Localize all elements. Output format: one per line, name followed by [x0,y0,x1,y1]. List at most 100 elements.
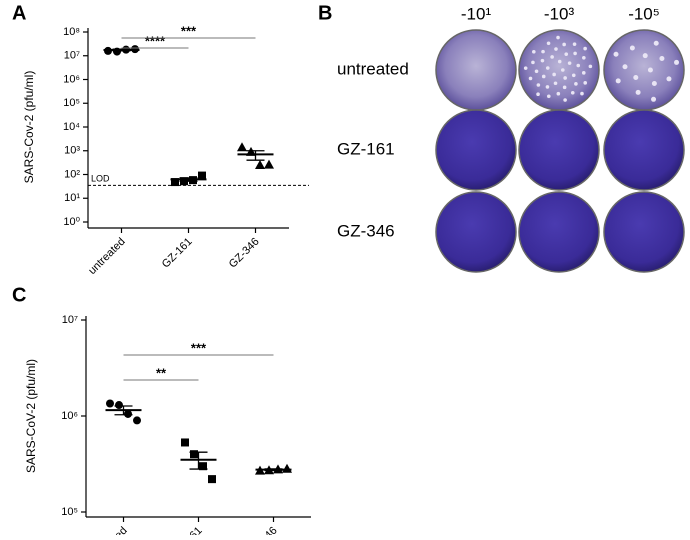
plaque [651,80,657,86]
plate [603,109,685,191]
plaque [557,59,562,64]
plaque [550,55,554,59]
plaque [553,81,558,86]
plate [518,109,600,191]
y-tick-label: 10² [64,168,80,180]
y-tick-label: 10¹ [64,192,80,204]
y-tick-label: 10⁴ [63,121,80,133]
data-point [282,463,292,473]
plaque [570,90,575,95]
plaque [574,82,578,86]
y-tick-label: 10⁸ [63,26,80,38]
plaque [633,75,639,81]
data-point [124,409,132,418]
plaque [615,78,621,84]
y-tick-label: 10⁰ [63,216,80,228]
data-point [198,171,206,180]
plaque [528,76,533,81]
reference-label: LOD [91,174,110,184]
plate [603,29,685,111]
plaque [571,73,576,78]
plaque [666,76,672,82]
plaque [545,66,550,70]
error-bar [189,451,208,470]
plaque [546,94,551,99]
plate [518,29,600,111]
plaque [622,64,628,70]
row-label: GZ-161 [337,139,395,158]
significance-label: ** [156,365,167,380]
data-point [237,142,247,152]
y-tick-label: 10⁵ [61,506,78,518]
plaque [554,47,558,51]
error-bar [179,177,198,182]
plaque [567,61,572,65]
column-label: -10¹ [461,4,492,23]
plaque [532,49,536,54]
plaque [582,55,586,60]
plaque [573,51,577,56]
data-point [264,159,274,169]
plate [603,191,685,273]
plaque [572,42,577,46]
y-axis-label: SARS-CoV-2 (pfu/ml) [24,359,38,473]
plaque [531,60,535,65]
error-bar [114,405,133,416]
plaque [563,98,567,102]
data-point [115,401,123,410]
y-axis-label: SARS-Cov-2 (pfu/ml) [22,71,36,184]
data-point [190,450,198,459]
plaque [545,85,550,89]
panel-label: C [12,284,26,306]
column-label: -10⁵ [628,4,660,23]
y-tick-label: 10⁷ [62,314,78,326]
plaque [642,53,648,59]
plaque [651,96,657,102]
significance-label: **** [145,33,166,48]
x-tick-label: GZ-161 [160,236,195,271]
plate [518,191,600,273]
data-point [133,416,141,425]
error-bar [112,48,131,52]
data-point [106,399,114,408]
plaque [659,55,665,61]
plaque [541,74,546,79]
plate [435,191,517,273]
row-label: GZ-346 [337,221,395,240]
plaque [580,91,584,96]
data-point [255,160,265,170]
plate [435,109,517,191]
plaque [561,68,565,72]
y-tick-label: 10⁷ [64,50,80,62]
plaque [563,76,567,80]
plaque [581,71,586,75]
y-tick-label: 10⁶ [63,73,80,85]
plaque [562,85,567,90]
plaque [540,58,545,63]
plaque [541,49,545,54]
plaque [536,92,540,97]
plaque [583,46,587,51]
panel-label: A [12,2,26,24]
y-tick-label: 10³ [64,145,80,157]
error-bar [246,150,265,161]
x-tick-label: Untreated [87,525,130,535]
plaque [562,42,566,47]
data-point [181,438,189,447]
plaque [564,52,569,56]
plaque [647,67,653,73]
x-tick-label: GZ-346 [227,236,262,271]
error-bar [264,468,283,472]
plaque [629,45,635,51]
data-point [171,178,179,187]
plaque [576,63,581,68]
x-tick-label: untreated [86,236,127,277]
y-tick-label: 10⁵ [63,97,80,109]
y-tick-label: 10⁶ [61,410,78,422]
plaque [653,40,659,46]
column-label: -10³ [544,4,575,23]
data-point [208,475,216,484]
significance-label: *** [191,340,207,355]
row-label: untreated [337,59,409,78]
plaque [552,72,556,77]
